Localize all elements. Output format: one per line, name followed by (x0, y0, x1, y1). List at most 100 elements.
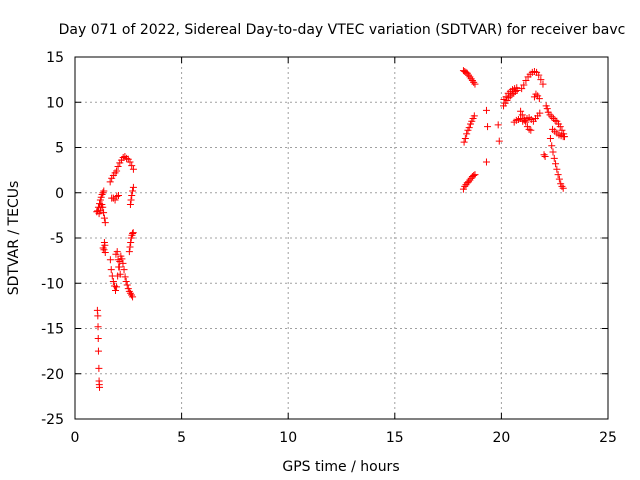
y-tick-label: 0 (55, 186, 64, 202)
data-point (129, 229, 137, 237)
data-point (99, 244, 107, 252)
x-axis-label: GPS time / hours (282, 459, 399, 475)
data-point (546, 134, 554, 142)
data-point (540, 151, 548, 159)
data-point (113, 248, 121, 256)
data-points (93, 67, 569, 391)
data-point (465, 178, 473, 186)
data-point (536, 109, 544, 117)
data-point (106, 178, 114, 186)
data-point (129, 183, 137, 191)
data-point (113, 283, 121, 291)
data-point (471, 80, 479, 88)
data-point (101, 248, 109, 256)
data-point (520, 81, 528, 89)
x-tick-label: 0 (71, 430, 80, 446)
data-point (119, 153, 127, 161)
data-point (517, 107, 525, 115)
data-point (558, 182, 566, 190)
data-point (466, 73, 474, 81)
data-point (127, 196, 135, 204)
data-point (123, 154, 131, 162)
grid (75, 57, 608, 419)
data-point (553, 165, 561, 173)
data-point (465, 71, 473, 79)
data-point (94, 334, 102, 342)
data-point (468, 77, 476, 85)
x-tick-label: 15 (386, 430, 404, 446)
data-point (106, 256, 114, 264)
chart-title: Day 071 of 2022, Sidereal Day-to-day VTE… (59, 22, 626, 38)
data-point (482, 158, 490, 166)
data-point (558, 126, 566, 134)
data-point (126, 243, 134, 251)
data-point (548, 142, 556, 150)
data-point (471, 171, 479, 179)
data-point (559, 133, 567, 141)
data-point (532, 90, 540, 98)
data-point (556, 123, 564, 131)
data-point (484, 123, 492, 131)
data-point (109, 277, 117, 285)
data-point (495, 137, 503, 145)
data-point (111, 169, 119, 177)
data-point (541, 153, 549, 161)
data-point (513, 84, 521, 92)
data-point (114, 256, 122, 264)
data-point (127, 291, 135, 299)
data-point (95, 364, 103, 372)
y-tick-label: -20 (41, 367, 64, 383)
data-point (109, 194, 117, 202)
y-tick-label: -25 (41, 412, 64, 428)
y-axis-label: SDTVAR / TECUs (6, 181, 22, 296)
data-point (559, 184, 567, 192)
data-point (118, 255, 126, 263)
x-tick-label: 25 (599, 430, 617, 446)
data-point (99, 203, 107, 211)
data-point (537, 76, 545, 84)
data-point (546, 111, 554, 119)
data-point (126, 201, 134, 209)
data-point (123, 281, 131, 289)
data-point (129, 293, 137, 301)
data-point (94, 323, 102, 331)
data-point (115, 263, 123, 271)
y-tick-label: -15 (41, 322, 64, 338)
data-point (470, 172, 478, 180)
data-point (461, 134, 469, 142)
data-point (127, 239, 135, 247)
data-point (539, 80, 547, 88)
data-point (518, 85, 526, 93)
data-point (111, 196, 119, 204)
data-point (463, 69, 471, 77)
data-point (535, 95, 543, 103)
data-point (494, 121, 502, 129)
y-tick-label: 5 (55, 141, 64, 157)
data-point (502, 93, 510, 101)
data-point (465, 124, 473, 132)
y-tick-label: 10 (46, 95, 64, 111)
data-point (522, 77, 530, 85)
data-point (128, 191, 136, 199)
data-point (466, 176, 474, 184)
data-point (129, 165, 137, 173)
axis-ticks (74, 56, 609, 420)
y-tick-labels: 15 10 5 0 -5 -10 -15 -20 -25 (41, 50, 64, 428)
data-point (552, 160, 560, 168)
data-point (94, 312, 102, 320)
data-point (96, 207, 104, 215)
data-point (527, 126, 535, 134)
data-point (129, 229, 137, 237)
data-point (96, 383, 104, 391)
data-point (100, 209, 108, 217)
data-point (525, 125, 533, 133)
data-point (535, 71, 543, 79)
x-tick-label: 5 (177, 430, 186, 446)
data-point (98, 191, 106, 199)
data-point (119, 259, 127, 267)
data-point (125, 248, 133, 256)
data-point (554, 171, 562, 179)
data-point (126, 289, 134, 297)
y-tick-label: -10 (41, 276, 64, 292)
data-point (112, 286, 120, 294)
